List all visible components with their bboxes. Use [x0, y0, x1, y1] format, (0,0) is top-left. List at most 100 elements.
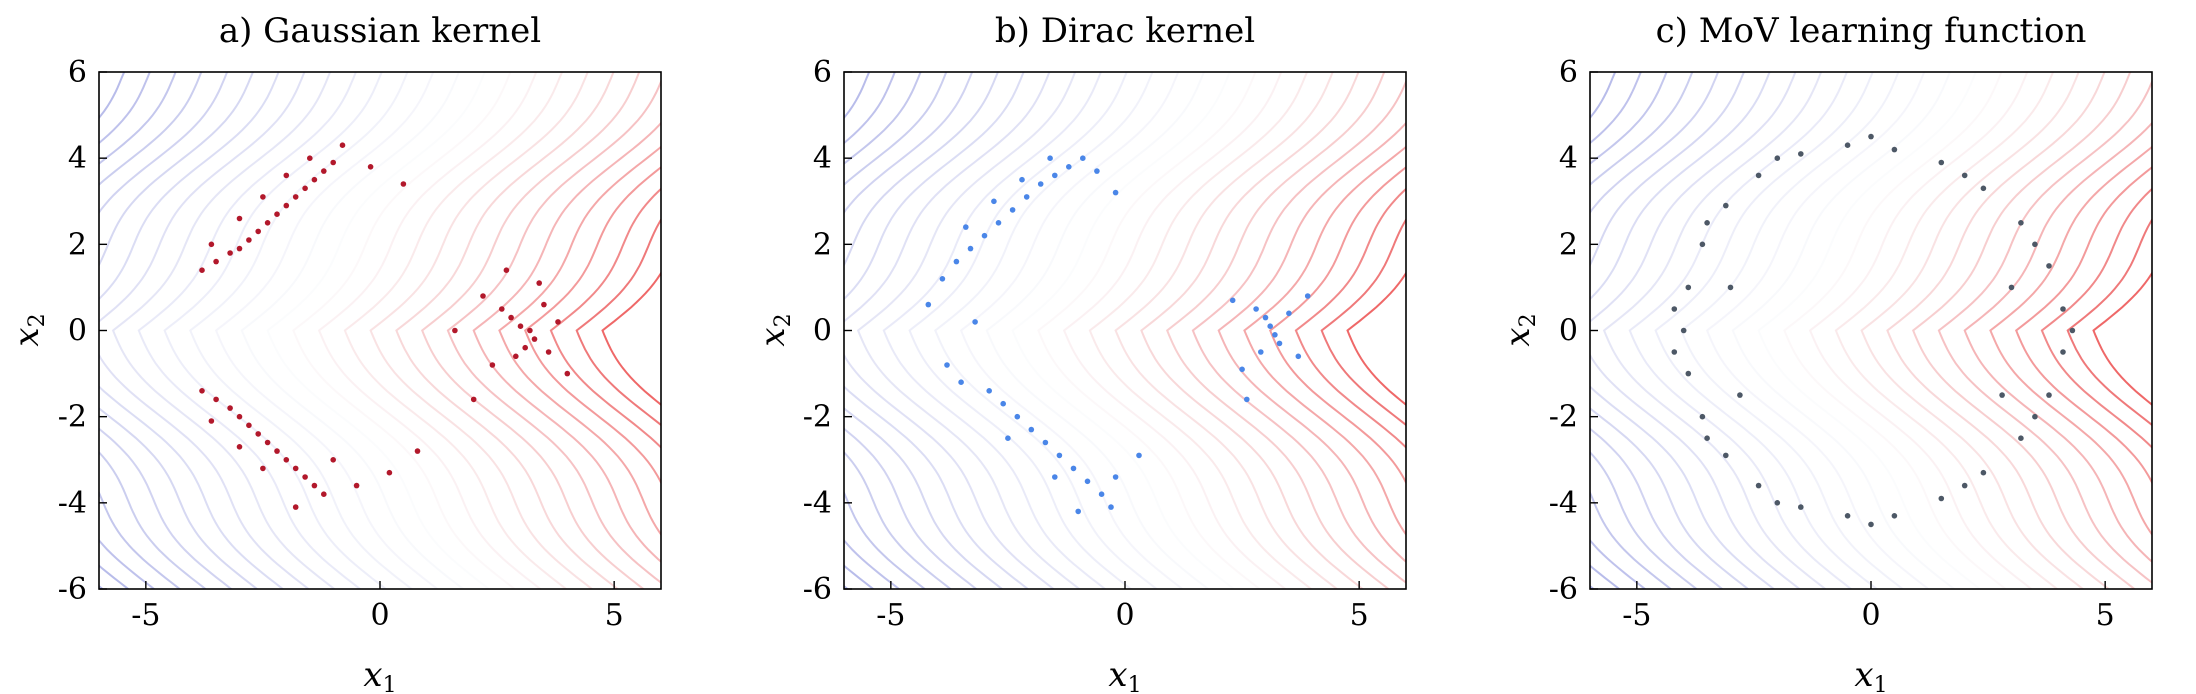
data-point	[1737, 392, 1743, 398]
contour-line	[1088, 72, 1313, 589]
contour-line	[99, 72, 311, 589]
data-point	[213, 258, 219, 265]
contour-line	[99, 72, 285, 589]
data-point	[283, 172, 290, 179]
data-point	[1844, 142, 1851, 148]
y-tick-label: -2	[58, 400, 87, 435]
y-tick-label: 4	[1559, 141, 1578, 176]
contour-line	[844, 72, 953, 589]
contour-line	[1783, 72, 2008, 589]
data-point	[292, 504, 299, 510]
data-point	[414, 448, 421, 454]
panel-c-x-ticks: -5 0 5	[1622, 581, 2115, 633]
data-point	[1891, 146, 1898, 153]
data-point	[499, 306, 505, 312]
data-point	[953, 258, 960, 265]
panel-a-y-ticks: -6 -4 -2 0 2 4 6	[58, 55, 107, 607]
contour-line	[1834, 72, 2059, 589]
data-point	[307, 155, 313, 161]
panel-b-title: b) Dirac kernel	[995, 11, 1255, 51]
data-point	[246, 237, 252, 243]
contour-line	[1590, 72, 1776, 589]
x-tick-label: 5	[2096, 598, 2115, 633]
contour-line	[1115, 51, 1362, 611]
data-point	[353, 482, 360, 489]
y-tick-label: -4	[803, 486, 832, 521]
panel-a-y-label: x2	[7, 313, 50, 346]
data-point	[321, 491, 327, 498]
data-point	[2046, 263, 2052, 269]
contour-line	[908, 72, 1133, 589]
contour-line	[985, 72, 1210, 589]
contour-line	[343, 72, 568, 589]
contour-line	[1166, 51, 1413, 611]
data-point	[1844, 513, 1851, 519]
contour-line	[99, 72, 182, 589]
data-point	[2046, 392, 2052, 398]
data-point	[1239, 366, 1245, 373]
contour-line	[1218, 51, 1465, 611]
data-point	[246, 422, 252, 429]
data-point	[1262, 314, 1269, 321]
x-tick-label: 0	[1115, 598, 1134, 633]
data-point	[452, 327, 458, 334]
data-point	[1080, 155, 1086, 161]
contour-line	[1269, 51, 1516, 611]
data-point	[2018, 435, 2024, 442]
data-point	[321, 168, 327, 174]
data-point	[564, 370, 571, 377]
data-point	[1727, 284, 1734, 291]
contour-line	[163, 72, 388, 589]
data-point	[1070, 465, 1077, 472]
data-point	[208, 418, 215, 424]
data-point	[995, 220, 1002, 226]
contour-line	[1886, 72, 2111, 589]
contour-line	[549, 187, 661, 449]
y-tick-label: 2	[68, 227, 87, 262]
x-tick-label: 5	[605, 598, 624, 633]
data-point	[1704, 435, 1710, 442]
data-point	[199, 388, 205, 394]
y-tick-label: 6	[1559, 55, 1578, 90]
data-point	[330, 457, 337, 463]
panel-b-y-label: x2	[753, 313, 796, 346]
data-point	[330, 159, 337, 166]
y-tick-label: 2	[813, 227, 832, 262]
contour-line	[1268, 165, 1406, 485]
data-point	[1868, 521, 1874, 528]
data-point	[2018, 220, 2024, 226]
data-point	[1891, 513, 1898, 519]
y-tick-label: 0	[1559, 314, 1578, 349]
contour-line	[959, 72, 1184, 589]
data-point	[302, 474, 308, 480]
data-point	[503, 267, 510, 274]
contour-line	[523, 51, 770, 611]
data-point	[531, 336, 538, 342]
y-tick-label: 2	[1559, 227, 1578, 262]
data-point	[555, 319, 561, 325]
panel-b: b) Dirac kernel -5 0 5 -6 -4 -2 0 2 4 6 x1 x2	[523, 11, 1407, 694]
data-point	[199, 267, 205, 274]
data-point	[1023, 194, 1030, 200]
contour-line	[189, 72, 414, 589]
contour-line	[1590, 72, 1673, 589]
data-point	[470, 396, 477, 403]
contour-line	[844, 72, 1056, 589]
contour-line	[1757, 72, 1982, 589]
panel-b-contours	[523, 51, 1406, 611]
contour-line	[420, 72, 645, 589]
data-point	[1999, 392, 2005, 398]
data-point	[1047, 155, 1053, 161]
data-point	[1685, 370, 1692, 377]
data-point	[536, 280, 542, 286]
y-tick-label: 4	[813, 141, 832, 176]
contour-line	[1705, 72, 1930, 589]
contour-line	[575, 217, 661, 427]
data-point	[1798, 504, 1804, 510]
data-point	[958, 379, 964, 386]
data-point	[260, 465, 266, 472]
contour-line	[1192, 51, 1439, 611]
data-point	[264, 220, 271, 226]
contour-line	[1347, 51, 1594, 611]
contour-line	[1654, 72, 1879, 589]
